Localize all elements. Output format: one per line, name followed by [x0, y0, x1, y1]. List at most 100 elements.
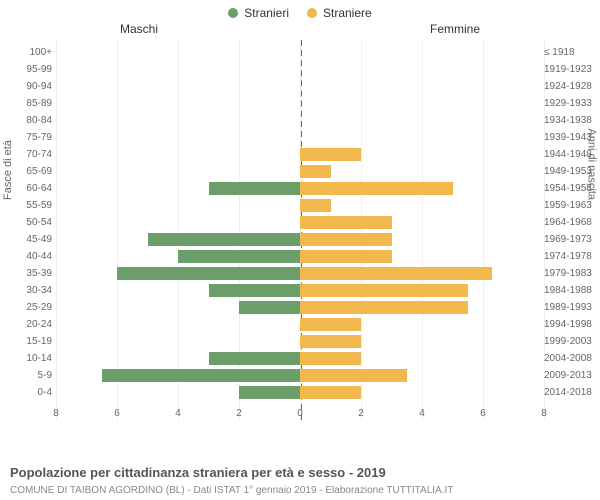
age-label: 80-84 — [16, 115, 52, 126]
x-tick: 6 — [114, 408, 120, 419]
age-row: 40-441974-1978 — [56, 248, 544, 265]
bar-male — [148, 233, 301, 246]
x-tick: 4 — [419, 408, 425, 419]
bar-female — [300, 250, 392, 263]
age-label: 35-39 — [16, 268, 52, 279]
x-axis: 864202468 — [56, 408, 544, 422]
birth-label: 1974-1978 — [544, 251, 598, 262]
bar-male — [178, 250, 300, 263]
age-row: 15-191999-2003 — [56, 333, 544, 350]
bar-male — [209, 182, 301, 195]
birth-label: 1959-1963 — [544, 200, 598, 211]
birth-label: 1919-1923 — [544, 64, 598, 75]
age-label: 45-49 — [16, 234, 52, 245]
birth-label: 1999-2003 — [544, 336, 598, 347]
bar-female — [300, 369, 407, 382]
bar-female — [300, 233, 392, 246]
bar-male — [209, 284, 301, 297]
plot-area: 100+≤ 191895-991919-192390-941924-192885… — [56, 40, 544, 420]
age-row: 25-291989-1993 — [56, 299, 544, 316]
legend-label-female: Straniere — [323, 6, 372, 20]
side-titles: Maschi Femmine — [0, 20, 600, 36]
age-label: 70-74 — [16, 149, 52, 160]
age-label: 30-34 — [16, 285, 52, 296]
x-tick: 4 — [175, 408, 181, 419]
legend: Stranieri Straniere — [0, 0, 600, 20]
age-row: 30-341984-1988 — [56, 282, 544, 299]
chart-subcaption: COMUNE DI TAIBON AGORDINO (BL) - Dati IS… — [10, 485, 453, 496]
bar-male — [117, 267, 300, 280]
bar-male — [239, 301, 300, 314]
bar-male — [239, 386, 300, 399]
birth-label: 1929-1933 — [544, 98, 598, 109]
bar-female — [300, 267, 492, 280]
age-label: 90-94 — [16, 81, 52, 92]
pyramid-chart: Stranieri Straniere Maschi Femmine Fasce… — [0, 0, 600, 500]
age-row: 85-891929-1933 — [56, 95, 544, 112]
age-label: 75-79 — [16, 132, 52, 143]
birth-label: 1954-1958 — [544, 183, 598, 194]
bar-female — [300, 335, 361, 348]
legend-item-male: Stranieri — [228, 6, 289, 20]
chart-caption: Popolazione per cittadinanza straniera p… — [10, 465, 386, 480]
bar-female — [300, 352, 361, 365]
birth-label: 1964-1968 — [544, 217, 598, 228]
age-row: 70-741944-1948 — [56, 146, 544, 163]
birth-label: 1989-1993 — [544, 302, 598, 313]
age-label: 55-59 — [16, 200, 52, 211]
birth-label: ≤ 1918 — [544, 47, 598, 58]
age-row: 100+≤ 1918 — [56, 44, 544, 61]
x-tick: 2 — [236, 408, 242, 419]
birth-label: 1924-1928 — [544, 81, 598, 92]
age-label: 100+ — [16, 47, 52, 58]
age-row: 95-991919-1923 — [56, 61, 544, 78]
age-label: 60-64 — [16, 183, 52, 194]
x-tick: 8 — [541, 408, 547, 419]
age-label: 50-54 — [16, 217, 52, 228]
age-row: 75-791939-1943 — [56, 129, 544, 146]
bar-female — [300, 284, 468, 297]
x-tick: 6 — [480, 408, 486, 419]
age-row: 35-391979-1983 — [56, 265, 544, 282]
age-row: 20-241994-1998 — [56, 316, 544, 333]
birth-label: 2009-2013 — [544, 370, 598, 381]
birth-label: 1979-1983 — [544, 268, 598, 279]
birth-label: 1944-1948 — [544, 149, 598, 160]
bar-female — [300, 148, 361, 161]
bar-female — [300, 182, 453, 195]
age-row: 65-691949-1953 — [56, 163, 544, 180]
age-label: 40-44 — [16, 251, 52, 262]
bar-female — [300, 318, 361, 331]
bar-female — [300, 216, 392, 229]
bar-female — [300, 386, 361, 399]
age-label: 20-24 — [16, 319, 52, 330]
age-label: 0-4 — [16, 387, 52, 398]
title-male: Maschi — [120, 22, 158, 36]
age-label: 25-29 — [16, 302, 52, 313]
birth-label: 1934-1938 — [544, 115, 598, 126]
bar-female — [300, 301, 468, 314]
legend-item-female: Straniere — [307, 6, 372, 20]
birth-label: 1984-1988 — [544, 285, 598, 296]
age-row: 10-142004-2008 — [56, 350, 544, 367]
birth-label: 1994-1998 — [544, 319, 598, 330]
legend-swatch-male — [228, 8, 238, 18]
birth-label: 2004-2008 — [544, 353, 598, 364]
age-label: 10-14 — [16, 353, 52, 364]
bar-female — [300, 199, 331, 212]
age-row: 45-491969-1973 — [56, 231, 544, 248]
age-row: 50-541964-1968 — [56, 214, 544, 231]
age-label: 85-89 — [16, 98, 52, 109]
x-tick: 2 — [358, 408, 364, 419]
age-row: 60-641954-1958 — [56, 180, 544, 197]
age-label: 65-69 — [16, 166, 52, 177]
birth-label: 2014-2018 — [544, 387, 598, 398]
birth-label: 1969-1973 — [544, 234, 598, 245]
age-row: 90-941924-1928 — [56, 78, 544, 95]
bar-male — [102, 369, 300, 382]
age-row: 80-841934-1938 — [56, 112, 544, 129]
bar-male — [209, 352, 301, 365]
age-label: 95-99 — [16, 64, 52, 75]
age-label: 15-19 — [16, 336, 52, 347]
title-female: Femmine — [430, 22, 480, 36]
